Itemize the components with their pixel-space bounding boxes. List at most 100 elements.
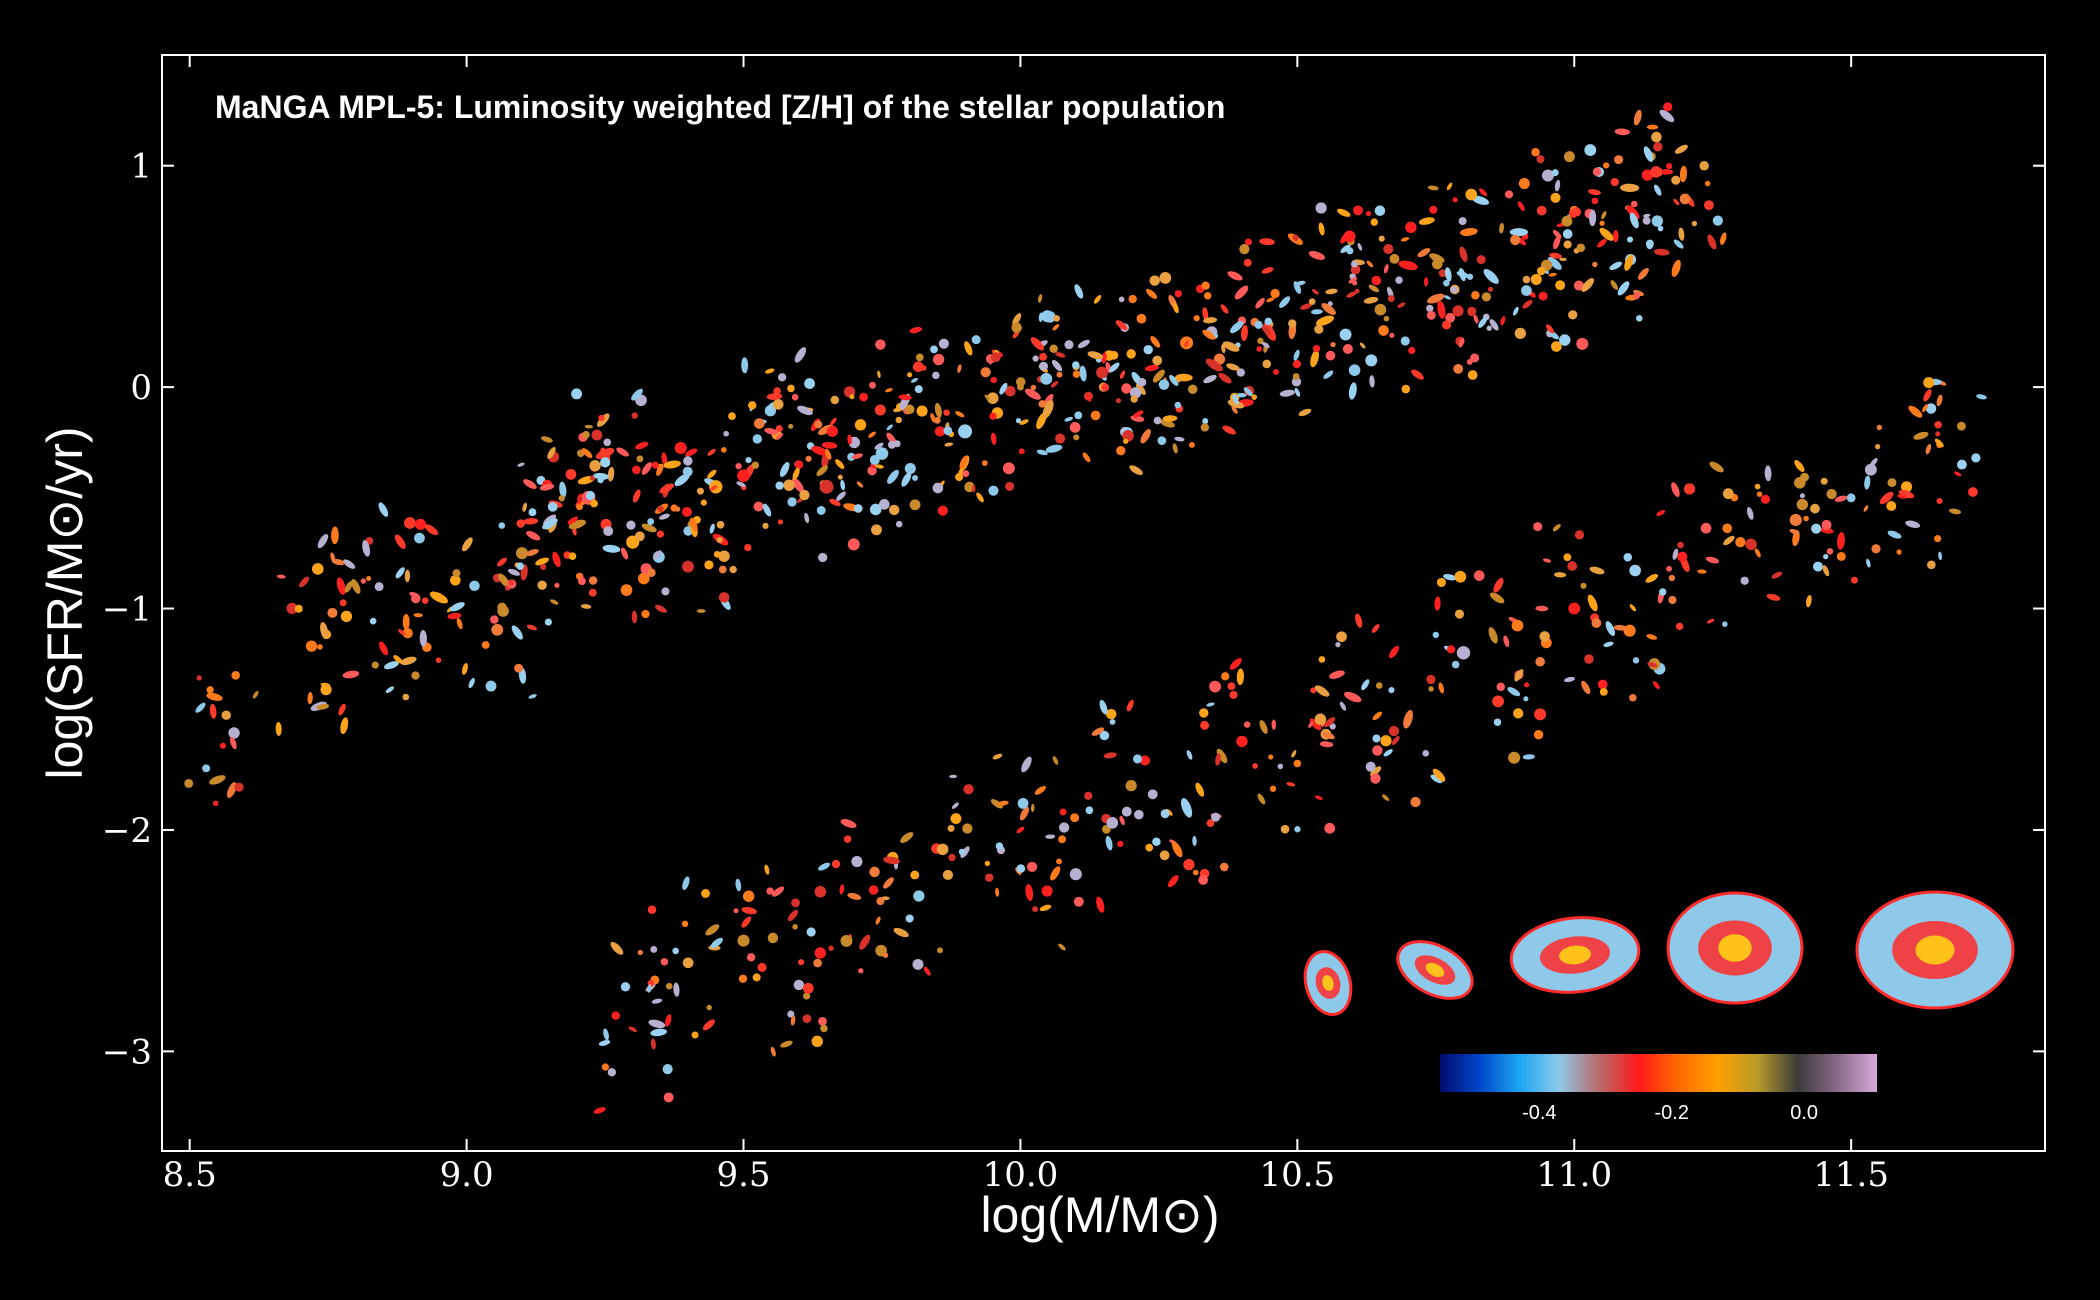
galaxy-marker xyxy=(990,352,1001,363)
galaxy-marker xyxy=(1198,875,1209,885)
galaxy-marker xyxy=(790,1015,796,1026)
galaxy-marker xyxy=(1479,188,1488,197)
galaxy-marker xyxy=(1312,344,1321,353)
galaxy-marker xyxy=(1348,364,1361,377)
galaxy-marker xyxy=(1536,155,1545,164)
y-tick-label: −2 xyxy=(102,811,152,851)
galaxy-marker xyxy=(787,909,799,922)
galaxy-marker xyxy=(971,335,981,345)
galaxy-marker xyxy=(847,538,860,551)
galaxy-marker xyxy=(1370,766,1382,777)
galaxy-marker xyxy=(1152,355,1163,366)
galaxy-marker xyxy=(1018,448,1025,455)
galaxy-marker xyxy=(1134,809,1144,820)
galaxy-marker xyxy=(1905,520,1921,528)
galaxy-marker xyxy=(955,473,964,482)
galaxy-marker xyxy=(999,382,1008,395)
galaxy-marker xyxy=(1584,144,1597,156)
galaxy-marker xyxy=(1159,271,1172,284)
galaxy-marker xyxy=(1202,307,1209,321)
galaxy-marker xyxy=(1199,708,1209,718)
galaxy-marker xyxy=(1222,425,1236,435)
galaxy-marker xyxy=(1300,303,1312,310)
galaxy-marker xyxy=(1546,324,1554,334)
galaxy-marker xyxy=(689,517,698,532)
galaxy-marker xyxy=(1206,819,1215,828)
galaxy-marker xyxy=(1398,260,1418,271)
galaxy-marker xyxy=(1408,346,1416,355)
galaxy-marker xyxy=(791,477,804,493)
galaxy-marker xyxy=(811,446,829,456)
galaxy-marker xyxy=(1365,210,1372,217)
galaxy-marker xyxy=(1316,315,1335,326)
galaxy-marker xyxy=(816,506,826,515)
galaxy-marker xyxy=(1704,180,1711,187)
galaxy-marker xyxy=(1222,341,1240,352)
galaxy-marker xyxy=(1294,826,1301,833)
data-points xyxy=(184,102,1987,1114)
galaxy-marker xyxy=(1244,238,1252,246)
galaxy-marker xyxy=(497,573,510,588)
galaxy-marker xyxy=(1521,285,1532,296)
galaxy-marker xyxy=(1677,541,1684,549)
galaxy-marker xyxy=(1086,395,1092,402)
galaxy-marker xyxy=(1766,593,1781,601)
galaxy-marker xyxy=(1280,824,1290,834)
galaxy-marker xyxy=(989,412,997,420)
galaxy-marker xyxy=(1837,532,1845,550)
galaxy-marker xyxy=(1647,662,1658,668)
galaxy-marker xyxy=(600,457,611,468)
galaxy-marker xyxy=(1389,332,1395,338)
galaxy-marker xyxy=(1513,708,1524,719)
galaxy-marker xyxy=(1549,252,1562,259)
galaxy-marker xyxy=(1427,185,1439,191)
galaxy-marker xyxy=(1236,668,1245,686)
galaxy-marker xyxy=(1045,834,1056,839)
galaxy-marker xyxy=(659,483,674,494)
galaxy-marker xyxy=(1651,215,1663,227)
galaxy-marker xyxy=(1900,481,1913,493)
galaxy-marker xyxy=(1452,197,1458,203)
galaxy-marker xyxy=(934,426,946,437)
galaxy-marker xyxy=(718,550,730,562)
galaxy-marker xyxy=(1712,215,1723,226)
galaxy-marker xyxy=(907,372,913,378)
galaxy-marker xyxy=(1038,294,1043,303)
galaxy-marker xyxy=(1026,861,1038,873)
galaxy-marker xyxy=(883,856,900,865)
galaxy-marker xyxy=(1614,155,1624,165)
galaxy-marker xyxy=(1310,349,1319,368)
galaxy-marker xyxy=(1388,687,1395,694)
galaxy-marker xyxy=(1069,422,1081,433)
galaxy-marker xyxy=(868,885,879,895)
galaxy-marker xyxy=(736,481,746,488)
galaxy-marker xyxy=(558,495,565,502)
galaxy-marker xyxy=(404,569,411,583)
galaxy-marker xyxy=(1866,558,1871,568)
galaxy-marker xyxy=(1794,459,1805,472)
y-axis-ticks: 1 0 −1 −2 −3 xyxy=(102,147,2045,1072)
galaxy-marker xyxy=(1722,523,1733,534)
galaxy-marker xyxy=(1256,346,1262,352)
galaxy-marker xyxy=(1115,320,1128,331)
galaxy-marker xyxy=(1559,257,1567,262)
galaxy-marker xyxy=(1160,809,1170,819)
galaxy-marker xyxy=(588,576,598,585)
galaxy-marker xyxy=(653,550,662,560)
x-tick-label: 10.5 xyxy=(1259,1155,1335,1195)
galaxy-marker xyxy=(1574,530,1585,540)
galaxy-marker xyxy=(571,388,583,400)
galaxy-marker xyxy=(893,927,909,938)
galaxy-marker xyxy=(621,547,629,560)
galaxy-marker xyxy=(853,504,863,513)
galaxy-marker xyxy=(1925,443,1932,455)
x-tick-label: 11.0 xyxy=(1536,1155,1612,1195)
galaxy-marker xyxy=(1679,165,1688,183)
galaxy-marker xyxy=(316,703,330,710)
galaxy-marker xyxy=(1601,211,1607,220)
galaxy-marker xyxy=(932,353,945,366)
galaxy-marker xyxy=(1218,372,1232,384)
galaxy-marker xyxy=(1192,869,1199,876)
galaxy-marker xyxy=(859,392,868,402)
galaxy-marker xyxy=(869,455,880,465)
